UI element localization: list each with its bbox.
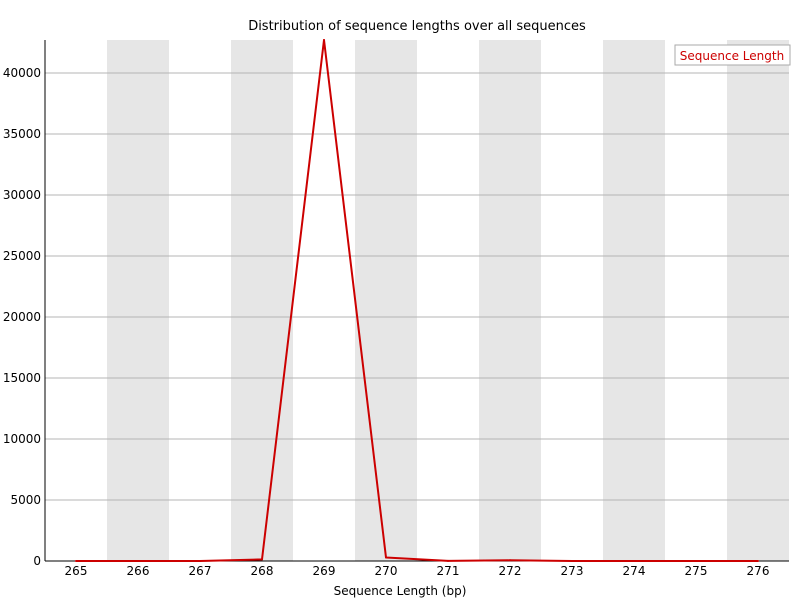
data-point xyxy=(509,559,511,562)
legend-box xyxy=(674,44,791,66)
series-line xyxy=(76,39,758,562)
x-tick-label: 275 xyxy=(685,564,708,578)
y-tick-label: 0 xyxy=(33,554,41,568)
background-bands xyxy=(107,40,789,561)
data-point xyxy=(137,560,139,562)
y-tick-label: 15000 xyxy=(3,371,41,385)
x-tick-label: 271 xyxy=(437,564,460,578)
x-tick-label: 269 xyxy=(313,564,336,578)
data-point xyxy=(695,560,697,562)
data-point xyxy=(323,39,325,41)
x-tick-label: 266 xyxy=(127,564,150,578)
data-point xyxy=(199,560,201,562)
x-tick-labels: 265 266 267 268 269 270 271 272 273 274 275 276 xyxy=(65,564,770,578)
y-tick-label: 5000 xyxy=(10,493,41,507)
chart-title: Distribution of sequence lengths over al… xyxy=(248,19,586,34)
legend-entry-label: Sequence Length xyxy=(680,49,784,63)
legend: Sequence Length xyxy=(674,44,791,66)
x-tick-label: 268 xyxy=(251,564,274,578)
background-band xyxy=(727,40,789,561)
y-tick-labels: 0 5000 10000 15000 20000 25000 30000 35000 40000 xyxy=(3,66,41,568)
data-point xyxy=(571,560,573,562)
y-tick-label: 20000 xyxy=(3,310,41,324)
data-point xyxy=(757,560,759,562)
y-tick-label: 40000 xyxy=(3,66,41,80)
gridlines xyxy=(45,72,789,501)
x-tick-label: 273 xyxy=(561,564,584,578)
series-group xyxy=(75,39,759,562)
x-tick-label: 265 xyxy=(65,564,88,578)
x-tick-label: 272 xyxy=(499,564,522,578)
y-tick-label: 10000 xyxy=(3,432,41,446)
background-band xyxy=(355,40,417,561)
x-axis-label: Sequence Length (bp) xyxy=(334,584,467,598)
x-tick-label: 274 xyxy=(623,564,646,578)
data-point xyxy=(261,558,263,561)
data-point xyxy=(75,560,77,562)
y-tick-label: 35000 xyxy=(3,127,41,141)
data-point xyxy=(385,556,387,559)
background-band xyxy=(107,40,169,561)
x-tick-label: 270 xyxy=(375,564,398,578)
x-tick-label: 267 xyxy=(189,564,212,578)
background-band xyxy=(603,40,665,561)
background-band xyxy=(479,40,541,561)
data-point xyxy=(633,560,635,562)
y-tick-label: 30000 xyxy=(3,188,41,202)
x-tick-label: 276 xyxy=(747,564,770,578)
y-tick-label: 25000 xyxy=(3,249,41,263)
data-point xyxy=(447,559,449,562)
background-band xyxy=(231,40,293,561)
